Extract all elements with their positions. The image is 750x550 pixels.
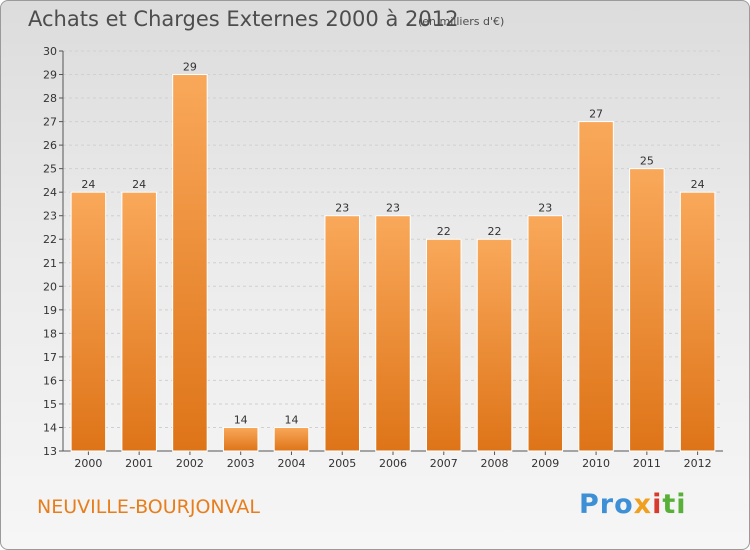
bar-2012 bbox=[679, 191, 716, 452]
data-label: 25 bbox=[640, 155, 654, 168]
x-tick-label: 2003 bbox=[227, 457, 255, 470]
y-tick-label: 26 bbox=[43, 139, 57, 152]
x-tick-label: 2005 bbox=[328, 457, 356, 470]
y-tick-label: 24 bbox=[43, 186, 57, 199]
y-tick-label: 30 bbox=[43, 45, 57, 58]
x-tick-label: 2011 bbox=[633, 457, 661, 470]
y-tick-label: 28 bbox=[43, 92, 57, 105]
y-tick-label: 23 bbox=[43, 210, 57, 223]
data-label: 23 bbox=[538, 202, 552, 215]
bar-2009 bbox=[527, 215, 564, 452]
x-tick-label: 2012 bbox=[684, 457, 712, 470]
logo-part-4: ti bbox=[662, 489, 687, 520]
y-tick-label: 15 bbox=[43, 398, 57, 411]
bar-2010 bbox=[578, 121, 614, 452]
data-label: 24 bbox=[691, 178, 705, 191]
bar-2011 bbox=[629, 168, 665, 452]
y-tick-label: 16 bbox=[43, 374, 57, 387]
x-tick-label: 2008 bbox=[481, 457, 509, 470]
bar-2006 bbox=[375, 215, 411, 452]
bar-2000 bbox=[70, 191, 107, 452]
y-tick-label: 18 bbox=[43, 327, 57, 340]
data-label: 22 bbox=[488, 225, 502, 238]
data-label: 29 bbox=[183, 61, 197, 74]
logo-part-3: i bbox=[652, 489, 663, 520]
data-label: 14 bbox=[234, 413, 248, 426]
y-tick-label: 14 bbox=[43, 421, 57, 434]
data-label: 22 bbox=[437, 225, 451, 238]
x-tick-label: 2007 bbox=[430, 457, 458, 470]
data-label: 24 bbox=[81, 178, 95, 191]
x-tick-label: 2004 bbox=[277, 457, 305, 470]
x-tick-label: 2001 bbox=[125, 457, 153, 470]
chart-title: Achats et Charges Externes 2000 à 2012 bbox=[28, 7, 459, 31]
y-tick-label: 21 bbox=[43, 257, 57, 270]
bar-2003 bbox=[222, 426, 259, 452]
data-label: 27 bbox=[589, 108, 603, 121]
y-tick-label: 27 bbox=[43, 116, 57, 129]
data-label: 23 bbox=[335, 202, 349, 215]
proxiti-logo[interactable]: Proxiti bbox=[579, 489, 687, 520]
x-tick-label: 2002 bbox=[176, 457, 204, 470]
y-tick-label: 22 bbox=[43, 233, 57, 246]
x-tick-label: 2010 bbox=[582, 457, 610, 470]
logo-part-1: Pro bbox=[579, 489, 634, 520]
y-tick-label: 29 bbox=[43, 69, 57, 82]
y-tick-label: 17 bbox=[43, 351, 57, 364]
y-tick-label: 20 bbox=[43, 280, 57, 293]
bar-2005 bbox=[324, 215, 360, 452]
y-tick-label: 19 bbox=[43, 304, 57, 317]
bar-2007 bbox=[426, 238, 462, 452]
data-label: 14 bbox=[284, 413, 298, 426]
bar-2008 bbox=[476, 238, 513, 452]
x-tick-label: 2006 bbox=[379, 457, 407, 470]
chart-subtitle: (en milliers d'€) bbox=[418, 15, 505, 28]
bar-2002 bbox=[172, 74, 208, 452]
x-tick-label: 2000 bbox=[74, 457, 102, 470]
data-label: 24 bbox=[132, 178, 146, 191]
place-name: NEUVILLE-BOURJONVAL bbox=[37, 496, 260, 518]
bar-2004 bbox=[273, 426, 310, 452]
bar-2001 bbox=[121, 191, 157, 452]
y-tick-label: 13 bbox=[43, 445, 57, 458]
logo-part-2: x bbox=[633, 489, 653, 520]
data-label: 23 bbox=[386, 202, 400, 215]
x-tick-label: 2009 bbox=[531, 457, 559, 470]
y-tick-label: 25 bbox=[43, 163, 57, 176]
